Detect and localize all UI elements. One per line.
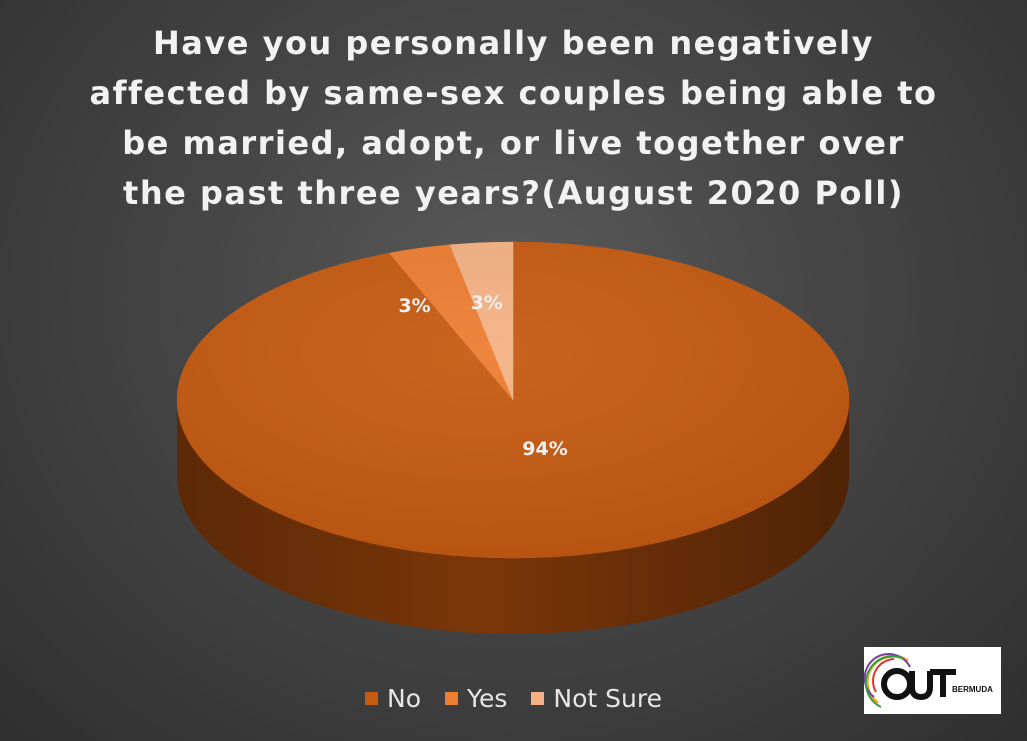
legend-label: Not Sure bbox=[553, 684, 662, 713]
logo-text: BERMUDA bbox=[952, 685, 993, 694]
data-label-not-sure: 3% bbox=[471, 292, 503, 314]
legend-swatch bbox=[531, 692, 545, 705]
data-label-no: 94% bbox=[522, 438, 567, 460]
legend-item-yes: Yes bbox=[445, 684, 507, 713]
data-label-yes: 3% bbox=[398, 295, 430, 317]
legend-label: No bbox=[387, 684, 422, 713]
pie-side-shade bbox=[177, 400, 849, 634]
out-bermuda-logo: BERMUDA bbox=[864, 647, 1001, 714]
pie-top-shade bbox=[177, 242, 849, 558]
legend-label: Yes bbox=[467, 684, 508, 713]
legend-swatch bbox=[445, 692, 459, 705]
legend: No Yes Not Sure bbox=[0, 684, 1027, 713]
legend-item-not-sure: Not Sure bbox=[531, 684, 662, 713]
chart-title: Have you personally been negatively affe… bbox=[89, 24, 938, 212]
legend-swatch bbox=[365, 692, 379, 705]
legend-item-no: No bbox=[365, 684, 421, 713]
